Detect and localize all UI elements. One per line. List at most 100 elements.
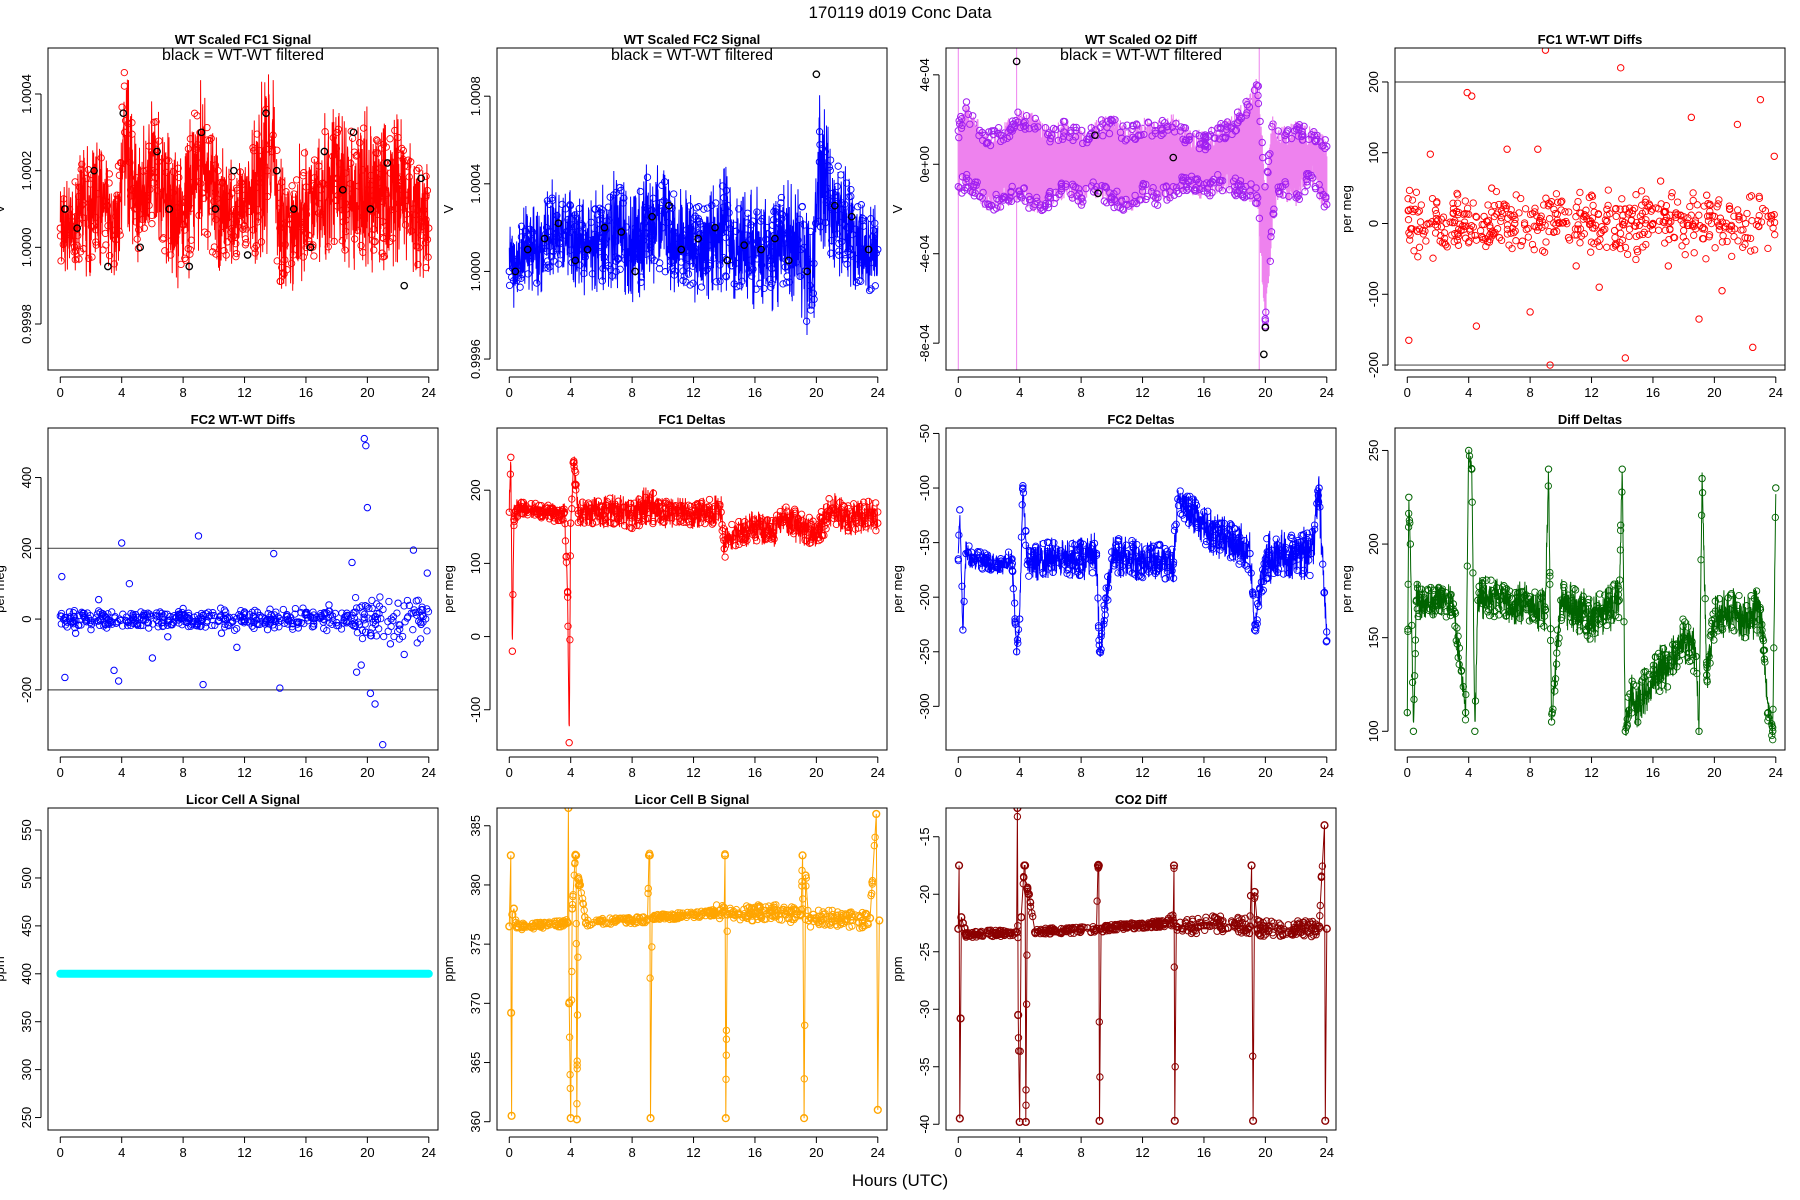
data-point bbox=[391, 126, 399, 135]
x-tick-label: 16 bbox=[748, 385, 762, 400]
data-point bbox=[1248, 588, 1257, 596]
data-point bbox=[211, 161, 220, 169]
data-point bbox=[241, 235, 250, 243]
data-point bbox=[676, 517, 685, 525]
data-point bbox=[1599, 618, 1607, 626]
data-point bbox=[581, 253, 589, 261]
data-point bbox=[1004, 548, 1013, 556]
data-point bbox=[1646, 222, 1654, 230]
data-point bbox=[1208, 177, 1216, 186]
data-point bbox=[1449, 600, 1458, 608]
data-point bbox=[1082, 184, 1090, 193]
data-point bbox=[366, 205, 375, 213]
data-point bbox=[232, 209, 240, 218]
data-point bbox=[342, 216, 350, 224]
data-point bbox=[1553, 626, 1562, 634]
data-point bbox=[407, 158, 415, 166]
data-point bbox=[352, 668, 361, 676]
data-point bbox=[1161, 575, 1169, 583]
data-point bbox=[193, 112, 201, 120]
data-point bbox=[1031, 555, 1039, 563]
data-point bbox=[1405, 336, 1413, 344]
data-point bbox=[760, 284, 768, 293]
data-point bbox=[777, 517, 785, 525]
data-point bbox=[378, 233, 387, 242]
data-point bbox=[376, 164, 384, 172]
data-point bbox=[1750, 594, 1759, 603]
data-point bbox=[1512, 609, 1521, 617]
data-point bbox=[1526, 600, 1534, 608]
data-point bbox=[577, 889, 585, 897]
data-point bbox=[223, 614, 232, 622]
data-point bbox=[1305, 135, 1313, 144]
y-tick-label: -25 bbox=[917, 942, 932, 961]
data-point bbox=[1048, 131, 1056, 139]
data-point bbox=[705, 241, 713, 249]
data-point bbox=[389, 616, 397, 625]
data-point bbox=[200, 194, 208, 202]
data-point bbox=[1508, 224, 1517, 232]
data-point bbox=[1404, 523, 1413, 531]
data-point bbox=[348, 189, 356, 198]
data-point bbox=[346, 180, 355, 188]
data-point bbox=[1094, 189, 1102, 198]
data-point bbox=[1405, 493, 1413, 501]
data-point bbox=[1432, 210, 1440, 218]
data-point bbox=[1234, 544, 1242, 552]
data-point bbox=[229, 166, 238, 175]
data-point bbox=[1723, 237, 1731, 246]
data-point bbox=[702, 514, 711, 522]
data-point bbox=[554, 232, 562, 240]
data-point bbox=[524, 270, 532, 278]
data-point bbox=[1759, 204, 1767, 213]
data-point bbox=[796, 910, 806, 919]
x-tick-label: 4 bbox=[118, 1145, 125, 1160]
data-point bbox=[1616, 205, 1624, 213]
data-point bbox=[620, 194, 628, 202]
data-point bbox=[815, 536, 823, 545]
data-point bbox=[57, 612, 66, 620]
data-point bbox=[1659, 644, 1667, 653]
data-point bbox=[1585, 623, 1593, 631]
data-point bbox=[743, 231, 751, 239]
data-point bbox=[1596, 230, 1604, 238]
data-point bbox=[743, 209, 752, 217]
data-point bbox=[1503, 145, 1511, 153]
data-point bbox=[315, 209, 323, 217]
data-point bbox=[725, 220, 733, 228]
data-point bbox=[1695, 727, 1703, 735]
data-point bbox=[289, 625, 297, 633]
data-point bbox=[1429, 604, 1437, 612]
data-point bbox=[648, 254, 656, 262]
data-point bbox=[874, 245, 882, 254]
data-point bbox=[525, 241, 534, 249]
data-point bbox=[1202, 913, 1210, 921]
data-point bbox=[409, 546, 418, 554]
data-point bbox=[105, 620, 113, 629]
data-point bbox=[1617, 521, 1625, 529]
data-point bbox=[574, 953, 582, 961]
data-layer bbox=[505, 70, 882, 336]
data-point bbox=[1747, 619, 1755, 628]
data-point bbox=[94, 595, 103, 604]
data-point bbox=[874, 508, 882, 516]
data-point bbox=[828, 504, 836, 513]
data-point bbox=[964, 184, 972, 192]
data-point bbox=[1114, 569, 1122, 577]
data-point bbox=[104, 262, 112, 271]
data-point bbox=[992, 190, 1000, 199]
data-point bbox=[1414, 612, 1422, 621]
x-tick-label: 12 bbox=[686, 765, 700, 780]
data-point bbox=[237, 606, 245, 615]
data-point bbox=[1102, 594, 1110, 603]
x-tick-label: 24 bbox=[1320, 1145, 1334, 1160]
data-point bbox=[989, 130, 998, 139]
data-point bbox=[791, 505, 799, 513]
data-point bbox=[181, 254, 189, 262]
data-point bbox=[1177, 123, 1185, 131]
data-point bbox=[621, 248, 629, 257]
data-point bbox=[1404, 625, 1412, 633]
data-point bbox=[1046, 138, 1054, 146]
data-point bbox=[1319, 190, 1328, 199]
data-point bbox=[325, 601, 333, 609]
